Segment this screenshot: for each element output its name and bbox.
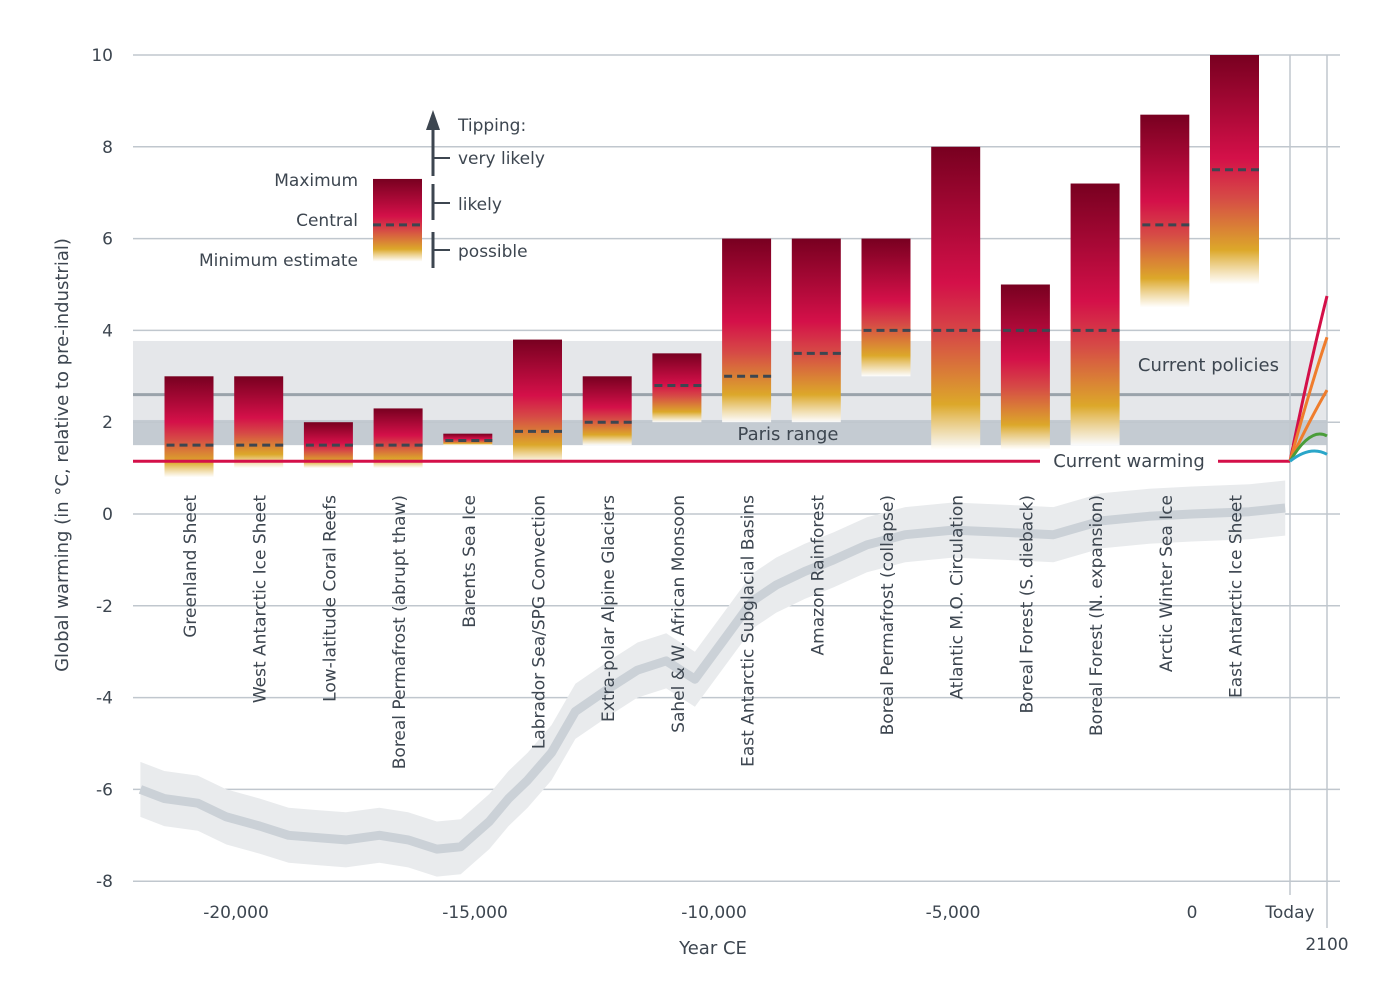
x-axis-title: Year CE bbox=[678, 938, 747, 959]
y-tick-label: 2 bbox=[102, 413, 113, 433]
category-label: Sahel & W. African Monsoon bbox=[669, 495, 689, 733]
category-label: Boreal Permafrost (collapse) bbox=[878, 495, 898, 735]
legend-possible: possible bbox=[458, 242, 528, 262]
legend-title: Tipping: bbox=[457, 116, 526, 136]
projection-lines bbox=[1288, 295, 1329, 463]
category-label: West Antarctic Ice Sheet bbox=[251, 495, 271, 703]
tipping-bar bbox=[513, 339, 562, 464]
category-label: Atlantic M.O. Circulation bbox=[948, 495, 968, 700]
legend-likely: likely bbox=[458, 195, 502, 215]
category-label: Labrador Sea/SPG Convection bbox=[530, 495, 550, 749]
x-axis: -20,000 -15,000 -10,000 -5,000 0 Today 2100 bbox=[203, 903, 1348, 955]
x-tick-label: -15,000 bbox=[442, 903, 508, 923]
y-tick-label: -6 bbox=[96, 780, 113, 800]
category-label: East Antarctic Ice Sheet bbox=[1227, 495, 1247, 698]
paris-range-label: Paris range bbox=[738, 424, 839, 445]
tipping-bar bbox=[1140, 114, 1190, 308]
tipping-bar bbox=[373, 408, 423, 469]
y-axis-title: Global warming (in °C, relative to pre-i… bbox=[52, 238, 73, 672]
history-central-line bbox=[138, 503, 1286, 854]
x-tick-2100: 2100 bbox=[1305, 935, 1348, 955]
category-label: East Antarctic Subglacial Basins bbox=[739, 495, 759, 767]
y-tick-label: -4 bbox=[96, 689, 113, 709]
tipping-bar bbox=[722, 238, 772, 423]
y-tick-label: 0 bbox=[102, 505, 113, 525]
category-label: Amazon Rainforest bbox=[808, 495, 828, 656]
legend-example-bar bbox=[373, 178, 422, 262]
x-tick-label: 0 bbox=[1187, 903, 1198, 923]
tipping-bar bbox=[861, 238, 911, 377]
legend: Maximum Central Minimum estimate Tipping… bbox=[199, 110, 545, 271]
tipping-bar bbox=[443, 433, 493, 446]
y-axis: 10 8 6 4 2 0 -2 -4 -6 -8 bbox=[91, 46, 113, 892]
y-tick-label: -8 bbox=[96, 872, 113, 892]
category-label: Boreal Forest (N. expansion) bbox=[1087, 495, 1107, 736]
category-label: Low-latitude Coral Reefs bbox=[320, 495, 340, 702]
y-tick-label: 4 bbox=[102, 321, 113, 341]
legend-very-likely: very likely bbox=[458, 149, 545, 169]
tipping-bar bbox=[1000, 284, 1050, 450]
category-label: Boreal Permafrost (abrupt thaw) bbox=[390, 495, 410, 769]
x-tick-label: -10,000 bbox=[681, 903, 747, 923]
history-uncertainty-band bbox=[140, 480, 1286, 877]
legend-minimum-label: Minimum estimate bbox=[199, 251, 358, 271]
y-tick-label: -2 bbox=[96, 597, 113, 617]
x-tick-label: -5,000 bbox=[926, 903, 981, 923]
tipping-bars bbox=[164, 55, 1259, 478]
category-label: Barents Sea Ice bbox=[460, 495, 480, 628]
temperature-history bbox=[138, 480, 1286, 877]
legend-maximum-label: Maximum bbox=[274, 171, 358, 191]
tipping-bar bbox=[234, 376, 284, 469]
projection-line bbox=[1289, 449, 1328, 463]
y-tick-label: 10 bbox=[91, 46, 113, 66]
projection-line bbox=[1288, 432, 1328, 462]
category-label: Boreal Forest (S. dieback) bbox=[1017, 495, 1037, 714]
tipping-bar bbox=[791, 238, 841, 423]
tipping-scale bbox=[426, 110, 450, 268]
legend-central-label: Central bbox=[296, 211, 358, 231]
category-label: Arctic Winter Sea Ice bbox=[1157, 495, 1177, 672]
current-policies-label: Current policies bbox=[1138, 355, 1279, 376]
x-tick-label: -20,000 bbox=[203, 903, 269, 923]
tipping-bar bbox=[652, 353, 702, 423]
current-warming-label: Current warming bbox=[1053, 451, 1205, 472]
y-tick-label: 8 bbox=[102, 138, 113, 158]
y-tick-label: 6 bbox=[102, 230, 113, 250]
category-label: Extra-polar Alpine Glaciers bbox=[599, 495, 619, 722]
category-labels: Greenland Sheet West Antarctic Ice Sheet L… bbox=[181, 495, 1247, 770]
x-tick-today: Today bbox=[1264, 903, 1314, 923]
tipping-bar bbox=[582, 376, 632, 446]
tipping-bar bbox=[1070, 183, 1120, 446]
tipping-bar bbox=[931, 146, 981, 450]
projection-line bbox=[1288, 336, 1329, 462]
current-warming-label-bg bbox=[1040, 449, 1218, 473]
arrow-up-icon bbox=[426, 110, 440, 130]
category-label: Greenland Sheet bbox=[181, 495, 201, 638]
projection-line bbox=[1288, 295, 1329, 462]
